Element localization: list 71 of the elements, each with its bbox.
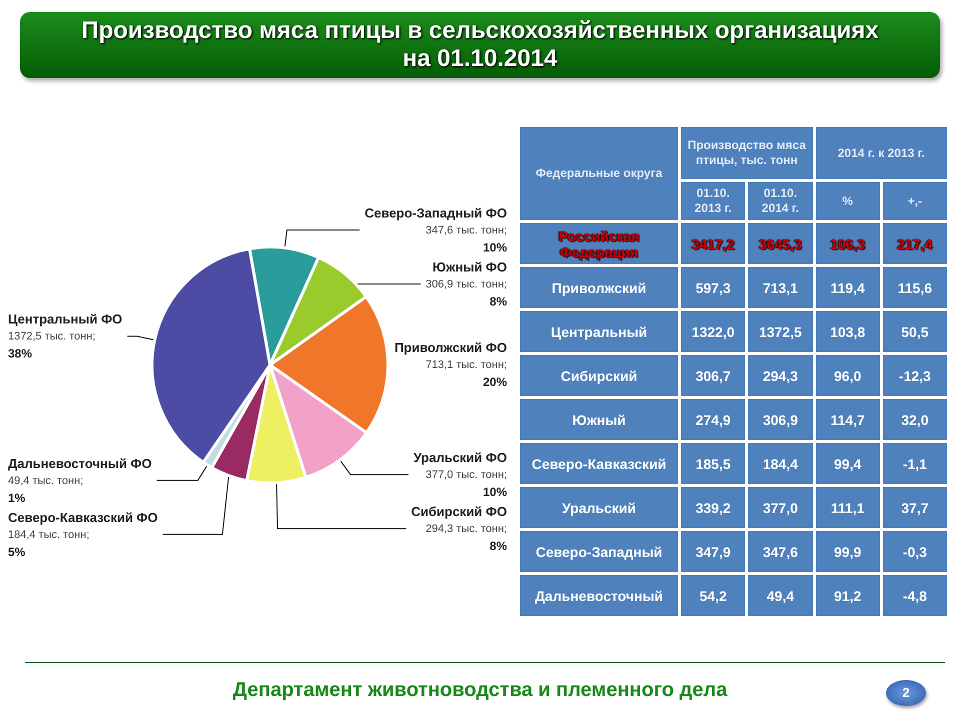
- series-label: +,-: [882, 182, 947, 220]
- data-label: 1322,0: [681, 311, 746, 352]
- slice-label: Северо-Западный ФО: [364, 206, 507, 221]
- data-label: 306,9: [748, 399, 812, 440]
- data-label: 96,0: [816, 355, 880, 396]
- data-label: 54,2: [681, 575, 746, 616]
- data-label: 713,1 тыс. тонн; 20%: [426, 359, 508, 390]
- text: 2014 г. к 2013 г.: [816, 127, 947, 179]
- data-label: 91,2: [816, 575, 880, 616]
- data-label: -12,3: [882, 355, 947, 396]
- data-label: 3645,3: [748, 223, 812, 264]
- category-label: Северо-Кавказский: [520, 443, 678, 484]
- data-label: 377,0 тыс. тонн; 10%: [426, 469, 508, 500]
- category-label: Дальневосточный: [520, 575, 678, 616]
- slice-label: Уральский ФО: [413, 450, 507, 466]
- text: 2: [886, 680, 926, 706]
- data-label: 115,6: [882, 267, 947, 308]
- category-label: Уральский: [520, 487, 678, 528]
- data-label: 306,9 тыс. тонн; 8%: [426, 278, 508, 309]
- data-label: -0,3: [882, 531, 947, 572]
- data-label: 713,1: [748, 267, 812, 308]
- data-label: 597,3: [681, 267, 746, 308]
- data-label: 184,4 тыс. тонн; 5%: [8, 528, 90, 559]
- data-label: 99,4: [816, 443, 880, 484]
- data-label: 377,0: [748, 487, 812, 528]
- data-label: -4,8: [882, 575, 947, 616]
- data-label: 347,6: [748, 531, 812, 572]
- data-label: 50,5: [882, 311, 947, 352]
- data-label: 1372,5 тыс. тонн; 38%: [8, 330, 96, 361]
- data-label: 184,4: [748, 443, 812, 484]
- data-label: 103,8: [816, 311, 880, 352]
- text: Федеральные округа: [520, 127, 678, 220]
- data-label: 106,3: [816, 223, 880, 264]
- data-label: 347,6 тыс. тонн; 10%: [426, 224, 508, 255]
- slice-label: Сибирский ФО: [411, 504, 507, 520]
- data-label: 294,3 тыс. тонн; 8%: [426, 523, 508, 554]
- category-label: Центральный: [520, 311, 678, 352]
- slice-label: Северо-Кавказский ФО: [8, 510, 158, 525]
- slice-label: Центральный ФО: [8, 312, 122, 327]
- category-label: Сибирский: [520, 355, 678, 396]
- data-label: 111,1: [816, 487, 880, 528]
- series-label: %: [816, 182, 880, 220]
- data-label: 32,0: [882, 399, 947, 440]
- data-label: 1372,5: [748, 311, 812, 352]
- category-label: Северо-Западный: [520, 531, 678, 572]
- text: Департамент животноводства и племенного дела: [232, 678, 728, 703]
- series-label: 01.10. 2014 г.: [748, 182, 812, 220]
- chart-title: Производство мяса птицы в сельскохозяйственных организациях на 01.10.2014: [81, 17, 879, 73]
- series-label: 01.10. 2013 г.: [681, 182, 746, 220]
- data-label: 99,9: [816, 531, 880, 572]
- slice-label: Южный ФО: [432, 260, 507, 275]
- category-label: Российская Федерация: [520, 223, 678, 264]
- data-label: 49,4 тыс. тонн; 1%: [8, 474, 84, 505]
- category-label: Приволжский: [520, 267, 678, 308]
- slice-label: Приволжский ФО: [394, 340, 507, 356]
- slice-label: Дальневосточный ФО: [8, 456, 152, 471]
- data-label: 49,4: [748, 575, 812, 616]
- data-label: 217,4: [882, 223, 947, 264]
- data-label: 37,7: [882, 487, 947, 528]
- data-label: 294,3: [748, 355, 812, 396]
- data-label: 306,7: [681, 355, 746, 396]
- data-label: 339,2: [681, 487, 746, 528]
- text: Производство мяса птицы, тыс. тонн: [681, 127, 812, 179]
- category-label: Южный: [520, 399, 678, 440]
- data-label: 3417,2: [681, 223, 746, 264]
- data-label: 114,7: [816, 399, 880, 440]
- data-label: 185,5: [681, 443, 746, 484]
- data-label: 347,9: [681, 531, 746, 572]
- data-label: -1,1: [882, 443, 947, 484]
- data-label: 119,4: [816, 267, 880, 308]
- data-label: 274,9: [681, 399, 746, 440]
